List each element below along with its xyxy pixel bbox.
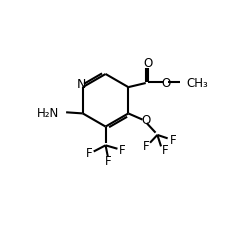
Text: O: O xyxy=(141,113,150,126)
Text: F: F xyxy=(169,133,176,146)
Text: N: N xyxy=(77,78,86,91)
Text: F: F xyxy=(119,143,126,156)
Text: O: O xyxy=(144,57,153,70)
Text: O: O xyxy=(161,76,170,89)
Text: CH₃: CH₃ xyxy=(186,76,208,89)
Text: F: F xyxy=(86,147,93,159)
Text: F: F xyxy=(143,139,149,152)
Text: F: F xyxy=(105,154,112,167)
Text: F: F xyxy=(162,143,168,156)
Text: H₂N: H₂N xyxy=(37,106,59,119)
